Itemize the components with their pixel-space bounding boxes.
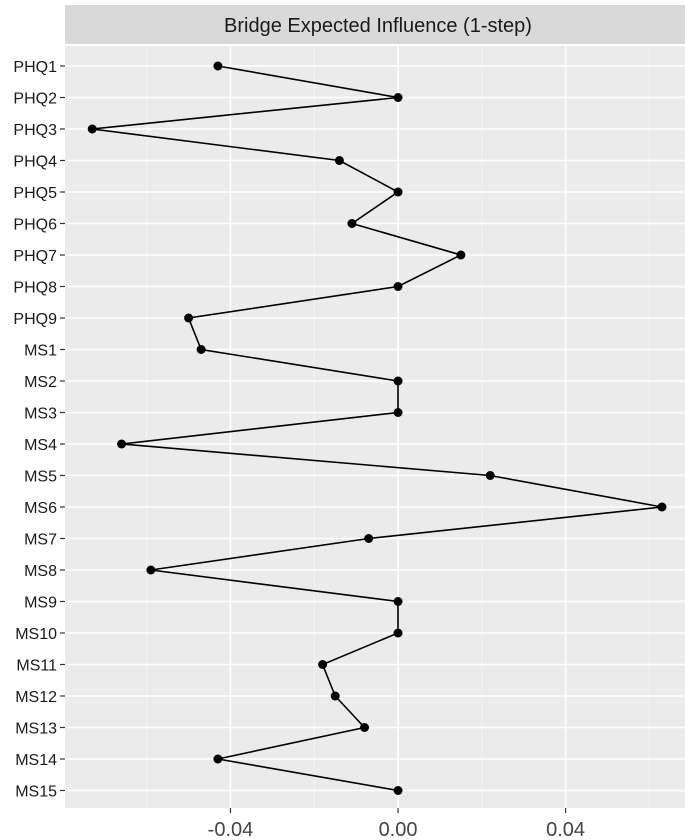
y-tick-label: MS8 <box>24 563 57 580</box>
data-point-phq2 <box>393 93 403 102</box>
y-tick-label: MS9 <box>24 595 57 612</box>
data-point-phq5 <box>393 187 403 197</box>
data-point-ms9 <box>393 597 403 606</box>
strip-background <box>65 5 685 44</box>
data-point-phq9 <box>184 313 194 323</box>
data-point-ms7 <box>364 534 374 543</box>
y-tick-label: PHQ1 <box>13 59 57 76</box>
data-point-phq3 <box>87 124 97 134</box>
y-tick-label: MS12 <box>15 689 57 706</box>
y-tick-label: MS13 <box>15 721 57 738</box>
y-tick-label: MS15 <box>15 784 57 801</box>
chart-title: Bridge Expected Influence (1-step) <box>224 15 532 37</box>
y-tick-label: MS6 <box>24 500 57 517</box>
y-tick-label: MS1 <box>24 343 57 360</box>
y-tick-label: MS4 <box>24 437 57 454</box>
data-point-phq1 <box>213 61 223 71</box>
data-point-ms11 <box>318 660 328 669</box>
data-point-ms2 <box>393 376 403 386</box>
minor-gridlines <box>146 46 650 808</box>
y-tick-label: MS3 <box>24 406 57 423</box>
data-point-ms14 <box>213 754 223 764</box>
data-point-ms12 <box>330 691 340 701</box>
y-tick-label: MS7 <box>24 532 57 549</box>
x-tick-label: 0.00 <box>379 819 418 840</box>
data-point-phq8 <box>393 282 403 291</box>
y-tick-label: PHQ4 <box>13 154 57 171</box>
y-tick-label: PHQ6 <box>13 217 57 234</box>
x-axis: -0.04 0.00 0.04 <box>208 808 585 840</box>
y-tick-label: MS2 <box>24 374 57 391</box>
y-tick-label: MS5 <box>24 469 57 486</box>
data-point-ms15 <box>393 786 403 795</box>
data-point-ms13 <box>360 723 370 732</box>
data-series <box>87 61 667 795</box>
data-point-ms3 <box>393 408 403 417</box>
data-point-ms10 <box>393 628 403 638</box>
x-tick-label: -0.04 <box>208 819 254 840</box>
y-tick-label: PHQ7 <box>13 248 57 265</box>
data-point-ms5 <box>485 471 495 480</box>
data-point-ms4 <box>117 439 127 449</box>
y-tick-label: PHQ3 <box>13 122 57 139</box>
y-tick-label: PHQ9 <box>13 311 57 328</box>
data-point-phq7 <box>456 250 466 260</box>
y-tick-label: PHQ8 <box>13 280 57 297</box>
series-line <box>92 65 663 792</box>
data-point-ms1 <box>196 345 206 354</box>
y-tick-label: MS14 <box>15 752 57 769</box>
y-tick-label: PHQ2 <box>13 91 57 108</box>
y-axis: PHQ1 PHQ2 PHQ3 PHQ4 PHQ5 PHQ6 PHQ7 PHQ8 PHQ9 MS1 M… <box>13 59 65 801</box>
data-point-ms8 <box>146 565 156 575</box>
y-tick-label: MS11 <box>16 658 57 675</box>
data-point-ms6 <box>657 502 667 512</box>
y-tick-label: MS10 <box>15 626 57 643</box>
data-point-phq4 <box>334 156 344 165</box>
major-gridlines <box>65 46 685 808</box>
data-point-phq6 <box>347 219 357 228</box>
y-tick-label: PHQ5 <box>13 185 57 202</box>
plot-panel <box>65 46 685 808</box>
x-tick-label: 0.04 <box>546 819 585 840</box>
